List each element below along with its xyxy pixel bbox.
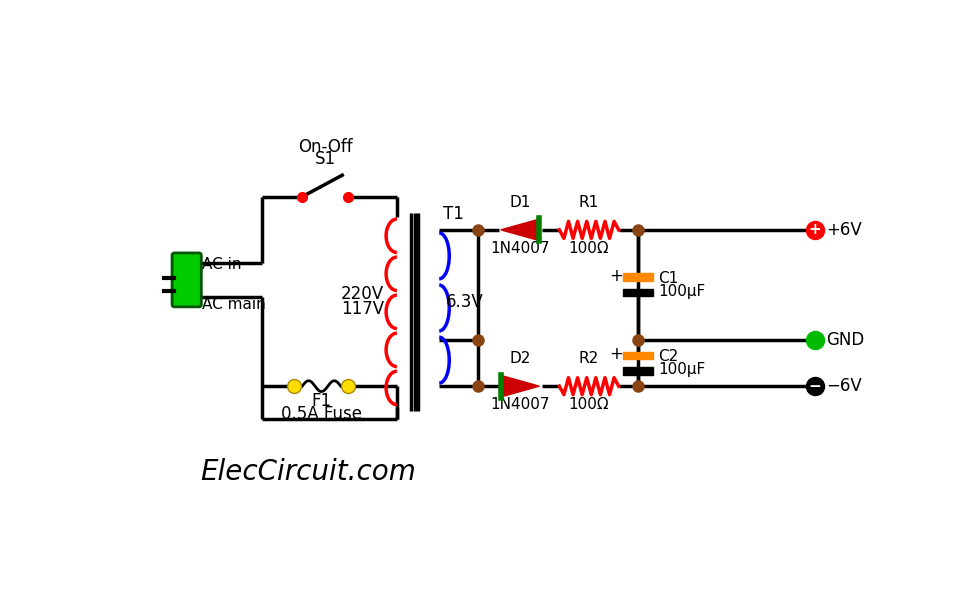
Text: +: + (809, 223, 822, 238)
Text: −6V: −6V (826, 377, 861, 395)
Bar (622, 367, 653, 374)
Text: On-Off: On-Off (298, 138, 353, 156)
Polygon shape (501, 219, 540, 241)
Polygon shape (501, 376, 540, 397)
Text: +: + (610, 266, 623, 284)
Text: 1N4007: 1N4007 (490, 397, 549, 412)
Text: D2: D2 (510, 351, 531, 366)
Text: 117V: 117V (341, 300, 384, 318)
Text: GND: GND (826, 331, 864, 349)
Text: +6V: +6V (826, 221, 861, 239)
Text: AC in: AC in (203, 257, 241, 272)
Text: R1: R1 (578, 195, 599, 210)
Bar (622, 274, 653, 281)
Text: C2: C2 (658, 349, 678, 364)
Text: 1N4007: 1N4007 (490, 241, 549, 256)
Text: D1: D1 (510, 195, 531, 210)
Text: 0.5A Fuse: 0.5A Fuse (281, 405, 362, 423)
Text: 220V: 220V (341, 285, 384, 303)
Bar (622, 289, 653, 296)
Text: +: + (610, 345, 623, 363)
Text: 100Ω: 100Ω (569, 241, 610, 256)
Bar (622, 352, 653, 359)
Text: 100Ω: 100Ω (569, 397, 610, 412)
Text: 100μF: 100μF (658, 362, 705, 377)
Text: −: − (809, 379, 822, 394)
Text: ElecCircuit.com: ElecCircuit.com (201, 458, 417, 487)
FancyBboxPatch shape (172, 253, 202, 307)
Text: AC main: AC main (203, 297, 266, 312)
Text: T1: T1 (443, 205, 464, 223)
Text: S1: S1 (315, 151, 336, 169)
Text: R2: R2 (578, 351, 599, 366)
Text: 100μF: 100μF (658, 284, 705, 299)
Text: 6.3V: 6.3V (446, 293, 484, 311)
Text: C1: C1 (658, 271, 678, 286)
Text: F1: F1 (311, 392, 331, 410)
